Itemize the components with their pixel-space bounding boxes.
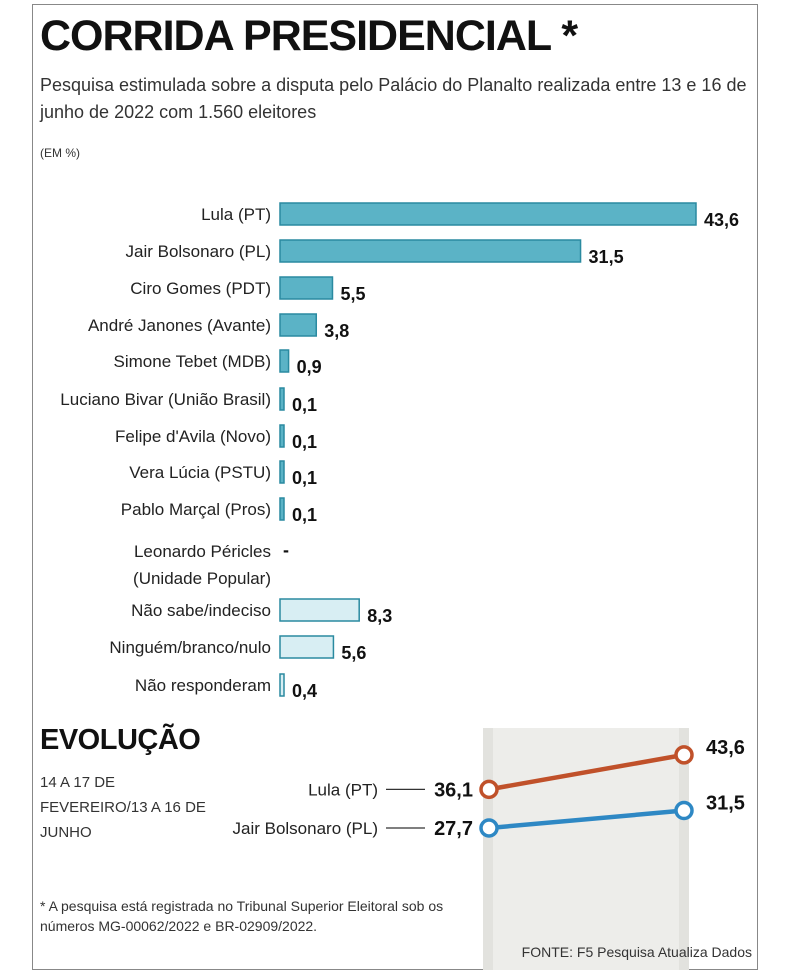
bar-category-label: Leonardo Péricles (Unidade Popular) (133, 542, 271, 588)
bar-value-label: 0,1 (292, 468, 317, 488)
bar (279, 673, 285, 697)
bar (279, 276, 334, 300)
bar-category-label: Vera Lúcia (PSTU) (129, 463, 271, 482)
bar-category-label: Não sabe/indeciso (131, 601, 271, 620)
bar-value-label: 0,1 (292, 432, 317, 452)
evolution-period: 14 a 17 de fevereiro/13 a 16 de junho (40, 774, 206, 841)
bar-value-label: 3,8 (324, 321, 349, 341)
bar-value-label: 31,5 (589, 247, 624, 267)
bar-value-label: 0,1 (292, 505, 317, 525)
unit-label: (EM %) (40, 146, 80, 160)
bar (279, 424, 285, 448)
evolution-title: EVOLUÇÃO (40, 724, 201, 756)
infographic-frame (32, 4, 758, 970)
bar (279, 239, 582, 263)
bar (279, 497, 285, 521)
bar-value-label: 43,6 (704, 210, 739, 230)
bar-value-label: - (283, 540, 289, 560)
bar-category-label: Pablo Marçal (Pros) (121, 500, 271, 519)
bar-value-label: 5,5 (340, 284, 365, 304)
bar-value-label: 0,1 (292, 395, 317, 415)
bar-category-label: Felipe d'Avila (Novo) (115, 427, 271, 446)
bar (279, 387, 285, 411)
source-note: FONTE: F5 Pesquisa Atualiza Dados (521, 944, 752, 960)
bar-category-label: Ciro Gomes (PDT) (130, 279, 271, 298)
bar (279, 598, 360, 622)
bar (279, 313, 318, 337)
bar-category-label: Ninguém/branco/nulo (109, 638, 271, 657)
bar (279, 349, 290, 373)
bar (279, 460, 285, 484)
bar-category-label: Luciano Bivar (União Brasil) (60, 390, 271, 409)
bar-value-label: 5,6 (341, 643, 366, 663)
bar-value-label: 8,3 (367, 606, 392, 626)
bar (279, 202, 697, 226)
bar-value-label: 0,4 (292, 681, 317, 701)
subtitle: Pesquisa estimulada sobre a disputa pelo… (40, 75, 747, 122)
bar-chart: Lula (PT) 43,6 Jair Bolsonaro (PL) 31,5 Ciro… (60, 202, 739, 701)
footnote: * A pesquisa está registrada no Tribunal… (40, 898, 444, 934)
bar-category-label: Jair Bolsonaro (PL) (125, 242, 271, 261)
bar (279, 635, 335, 659)
bar-category-label: André Janones (Avante) (88, 316, 271, 335)
bar-category-label: Lula (PT) (201, 205, 271, 224)
page-title: CORRIDA PRESIDENCIAL * (40, 12, 578, 60)
bar-category-label: Simone Tebet (MDB) (114, 352, 271, 371)
bar-value-label: 0,9 (297, 357, 322, 377)
bar-category-label: Não responderam (135, 676, 271, 695)
